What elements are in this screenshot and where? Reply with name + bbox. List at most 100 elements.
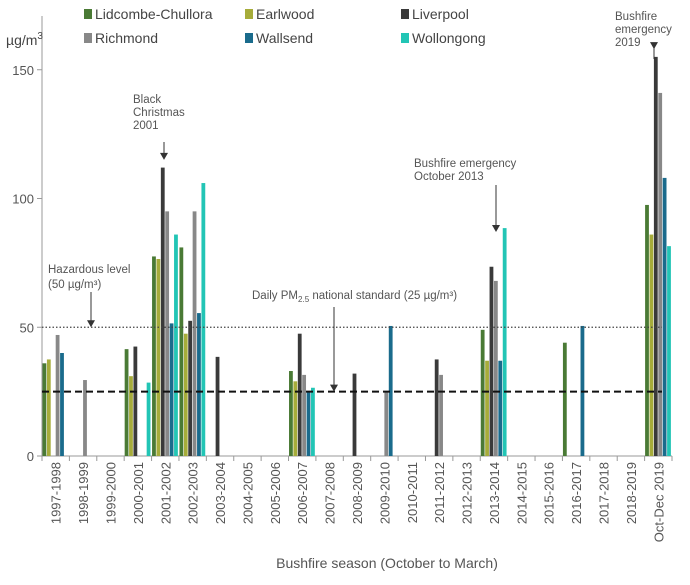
bar-liverpool-2011-2012: [434, 359, 439, 456]
bar-wollongong-2000-2001: [146, 382, 151, 456]
x-tick-label-2003-2004: 2003-2004: [213, 462, 228, 524]
black-christmas-label: Black Christmas 2001: [133, 94, 185, 132]
legend-swatch-wallsend: [245, 33, 253, 43]
y-tick-label-0: 0: [27, 449, 34, 464]
bar-earlwood-2000-2001: [129, 376, 133, 456]
bar-wollongong-2013-2014: [502, 228, 507, 456]
bar-wollongong-2006-2007: [311, 387, 315, 456]
legend-swatch-wollongong: [401, 33, 409, 43]
bar-wollongong-oct-dec-2019: [667, 246, 671, 456]
legend-swatch-earlwood: [245, 9, 253, 19]
bar-earlwood-2006-2007: [293, 381, 298, 456]
hazardous-level-arrow-head: [87, 320, 95, 328]
bar-wallsend-1997-1998: [60, 353, 64, 456]
bar-wallsend-oct-dec-2019: [662, 177, 667, 456]
x-tick-label-2017-2018: 2017-2018: [597, 462, 612, 524]
bar-richmond-1997-1998: [55, 334, 60, 456]
bar-lidcombe-chullora-2002-2003: [179, 247, 184, 456]
y-tick-label-150: 150: [12, 63, 34, 78]
bar-richmond-2002-2003: [192, 211, 197, 456]
bar-lidcombe-chullora-2016-2017: [562, 342, 567, 456]
x-tick-label-1999-2000: 1999-2000: [103, 462, 118, 524]
bar-wallsend-2013-2014: [498, 360, 503, 456]
bar-richmond-2013-2014: [493, 280, 498, 456]
x-tick-label-2014-2015: 2014-2015: [514, 462, 529, 524]
x-tick-label-2006-2007: 2006-2007: [295, 462, 310, 524]
bar-earlwood-1997-1998: [46, 359, 51, 456]
legend-label-wallsend: Wallsend: [256, 30, 313, 46]
bar-richmond-2009-2010: [384, 391, 389, 457]
bar-wollongong-2001-2002: [174, 234, 178, 456]
bar-liverpool-2002-2003: [188, 320, 193, 456]
hazardous-level-label: Hazardous level (50 µg/m³): [48, 264, 130, 291]
bar-liverpool-2001-2002: [160, 167, 165, 456]
bar-wollongong-2002-2003: [201, 183, 206, 457]
x-tick-label-2018-2019: 2018-2019: [624, 462, 639, 524]
y-axis-unit-label: µg/m3: [6, 31, 43, 48]
bar-richmond-oct-dec-2019: [658, 92, 663, 457]
labels-layer: µg/m3 Bushfire season (October to March) H…: [6, 6, 672, 571]
bar-liverpool-oct-dec-2019: [653, 56, 658, 457]
bar-liverpool-2013-2014: [489, 266, 494, 456]
x-tick-label-2015-2016: 2015-2016: [542, 462, 557, 524]
x-axis-title: Bushfire season (October to March): [276, 555, 498, 571]
legend-label-wollongong: Wollongong: [412, 30, 486, 46]
national-standard-label: Daily PM2.5 national standard (25 µg/m³): [252, 290, 457, 304]
bar-lidcombe-chullora-2001-2002: [152, 256, 156, 456]
national-standard-arrow-head: [330, 384, 338, 392]
bar-lidcombe-chullora-2013-2014: [480, 329, 485, 456]
x-tick-label-oct-dec-2019: Oct-Dec 2019: [651, 462, 666, 542]
x-tick-label-2008-2009: 2008-2009: [350, 462, 365, 524]
y-tick-label-100: 100: [12, 192, 34, 207]
bars-layer: [42, 56, 671, 457]
bar-earlwood-oct-dec-2019: [649, 234, 654, 456]
legend-label-earlwood: Earlwood: [256, 6, 314, 22]
bar-richmond-2011-2012: [439, 374, 443, 456]
x-tick-label-2010-2011: 2010-2011: [405, 462, 420, 523]
x-tick-label-2005-2006: 2005-2006: [268, 462, 283, 524]
bushfire-2019-arrow-head: [650, 42, 658, 50]
bar-richmond-2006-2007: [302, 374, 307, 456]
x-tick-label-1998-1999: 1998-1999: [76, 462, 91, 524]
x-tick-label-2004-2005: 2004-2005: [240, 462, 255, 524]
x-tick-label-2007-2008: 2007-2008: [323, 462, 338, 524]
bar-lidcombe-chullora-oct-dec-2019: [645, 204, 649, 456]
bar-liverpool-2003-2004: [215, 356, 220, 456]
bar-liverpool-2006-2007: [297, 333, 302, 456]
bar-liverpool-2008-2009: [352, 373, 357, 456]
bushfire-2013-label: Bushfire emergency October 2013: [414, 158, 517, 183]
reference-lines-layer: [42, 42, 662, 393]
legend-swatch-liverpool: [401, 9, 409, 19]
bar-richmond-1998-1999: [83, 380, 87, 456]
bushfire-2013-arrow-head: [492, 224, 500, 232]
bar-wallsend-2002-2003: [197, 313, 201, 456]
bar-wallsend-2006-2007: [306, 391, 311, 457]
bar-richmond-2001-2002: [165, 211, 170, 456]
legend-label-richmond: Richmond: [95, 30, 158, 46]
bar-earlwood-2013-2014: [485, 360, 489, 456]
x-tick-label-2009-2010: 2009-2010: [377, 462, 392, 524]
x-tick-label-1997-1998: 1997-1998: [49, 462, 64, 524]
bar-earlwood-2001-2002: [156, 259, 161, 456]
bar-wallsend-2009-2010: [388, 325, 393, 456]
bar-liverpool-2000-2001: [133, 346, 138, 456]
legend-label-liverpool: Liverpool: [412, 6, 469, 22]
x-tick-label-2000-2001: 2000-2001: [131, 462, 146, 524]
x-tick-label-2013-2014: 2013-2014: [487, 462, 502, 524]
legend-swatch-richmond: [84, 33, 92, 43]
y-tick-label-50: 50: [20, 320, 34, 335]
legend-swatch-lidcombe-chullora: [84, 9, 92, 19]
bar-lidcombe-chullora-2000-2001: [124, 349, 129, 456]
axes-layer: 0 50 100 150 1997-1998 1998-1999 1999-2000 2000…: [12, 16, 673, 542]
black-christmas-arrow-head: [160, 152, 168, 160]
x-tick-label-2012-2013: 2012-2013: [460, 462, 475, 524]
x-tick-label-2002-2003: 2002-2003: [186, 462, 201, 524]
x-tick-label-2001-2002: 2001-2002: [158, 462, 173, 524]
bar-earlwood-2002-2003: [183, 333, 188, 456]
bar-lidcombe-chullora-1997-1998: [42, 363, 47, 456]
bar-lidcombe-chullora-2006-2007: [289, 371, 293, 456]
legend-label-lidcombe-chullora: Lidcombe-Chullora: [95, 6, 213, 22]
x-tick-label-2011-2012: 2011-2012: [432, 462, 447, 523]
